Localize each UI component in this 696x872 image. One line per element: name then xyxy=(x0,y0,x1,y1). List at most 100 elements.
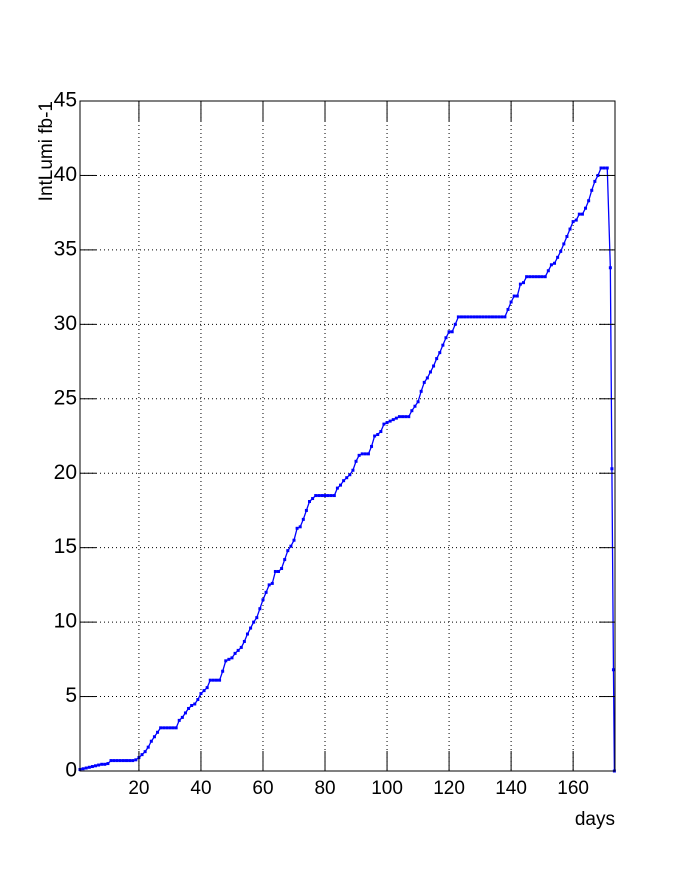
data-point xyxy=(559,249,563,253)
data-point xyxy=(295,526,299,530)
data-point xyxy=(522,281,526,285)
data-point xyxy=(221,669,225,673)
data-point xyxy=(90,765,94,769)
data-point xyxy=(487,315,491,319)
data-point xyxy=(202,689,206,693)
data-point xyxy=(401,415,405,419)
data-point xyxy=(503,315,507,319)
data-point xyxy=(112,759,116,763)
data-point xyxy=(481,315,485,319)
data-point xyxy=(276,569,280,573)
data-point xyxy=(484,315,488,319)
data-point xyxy=(351,468,355,472)
data-point xyxy=(177,718,181,722)
data-point xyxy=(84,766,88,770)
data-point xyxy=(258,607,262,611)
data-point xyxy=(298,525,302,529)
data-point xyxy=(543,275,547,279)
data-point xyxy=(435,357,439,361)
y-tick-label: 10 xyxy=(54,610,77,633)
data-point xyxy=(304,508,308,512)
data-point xyxy=(590,188,594,192)
data-point xyxy=(227,657,231,661)
data-point xyxy=(242,639,246,643)
data-point xyxy=(478,315,482,319)
x-tick-label: 80 xyxy=(314,778,335,799)
data-point xyxy=(366,452,370,456)
data-point xyxy=(509,300,513,304)
data-point xyxy=(97,763,101,767)
data-point xyxy=(233,651,237,655)
data-point xyxy=(165,726,169,730)
data-point xyxy=(326,494,330,498)
data-point xyxy=(125,759,129,763)
data-point xyxy=(500,315,504,319)
y-tick-label: 30 xyxy=(54,312,77,335)
data-point xyxy=(208,678,212,682)
data-point xyxy=(283,558,287,562)
data-point xyxy=(444,336,448,340)
data-point xyxy=(438,351,442,355)
data-point xyxy=(404,415,408,419)
data-point xyxy=(162,726,166,730)
data-point xyxy=(556,255,560,259)
data-point xyxy=(466,315,470,319)
data-point xyxy=(211,678,215,682)
data-point xyxy=(453,322,457,326)
data-point xyxy=(218,678,222,682)
y-tick-label: 20 xyxy=(54,461,77,484)
data-point xyxy=(382,422,386,426)
x-tick-label: 140 xyxy=(495,778,527,799)
data-point xyxy=(168,726,172,730)
data-point xyxy=(525,275,529,279)
data-point xyxy=(428,370,432,374)
data-point xyxy=(236,648,240,652)
data-point xyxy=(599,166,603,170)
data-point xyxy=(109,759,113,763)
y-tick-label: 5 xyxy=(65,684,77,707)
data-point xyxy=(531,275,535,279)
data-point xyxy=(252,620,256,624)
data-point xyxy=(118,759,122,763)
data-point xyxy=(447,330,451,334)
data-point xyxy=(159,726,163,730)
data-point xyxy=(370,444,374,448)
y-tick-label: 40 xyxy=(54,163,77,186)
data-point xyxy=(187,706,191,710)
data-point xyxy=(574,218,578,222)
data-point xyxy=(140,753,144,757)
y-tick-label: 35 xyxy=(54,237,77,260)
data-point xyxy=(379,430,383,434)
data-point xyxy=(419,389,423,393)
data-point xyxy=(472,315,476,319)
data-point xyxy=(335,486,339,490)
data-point xyxy=(577,212,581,216)
data-point xyxy=(245,632,249,636)
data-point xyxy=(605,166,609,170)
data-point xyxy=(407,415,411,419)
data-point xyxy=(199,692,203,696)
data-point xyxy=(490,315,494,319)
data-point xyxy=(134,758,138,762)
data-point xyxy=(289,544,293,548)
data-point xyxy=(103,762,107,766)
data-point xyxy=(180,715,184,719)
data-point xyxy=(152,735,156,739)
x-axis-title: days xyxy=(575,809,615,830)
data-point xyxy=(128,759,132,763)
y-axis-title: IntLumi fb-1 xyxy=(36,101,57,201)
data-point xyxy=(584,206,588,210)
data-point xyxy=(249,626,253,630)
data-point xyxy=(156,730,160,734)
data-point xyxy=(270,581,274,585)
data-point xyxy=(397,415,401,419)
plot-area xyxy=(78,166,616,773)
data-point xyxy=(196,698,200,702)
data-point xyxy=(537,275,541,279)
data-point xyxy=(81,767,85,771)
data-point xyxy=(143,750,147,754)
data-point xyxy=(354,459,358,463)
data-point xyxy=(174,726,178,730)
data-point xyxy=(416,400,420,404)
